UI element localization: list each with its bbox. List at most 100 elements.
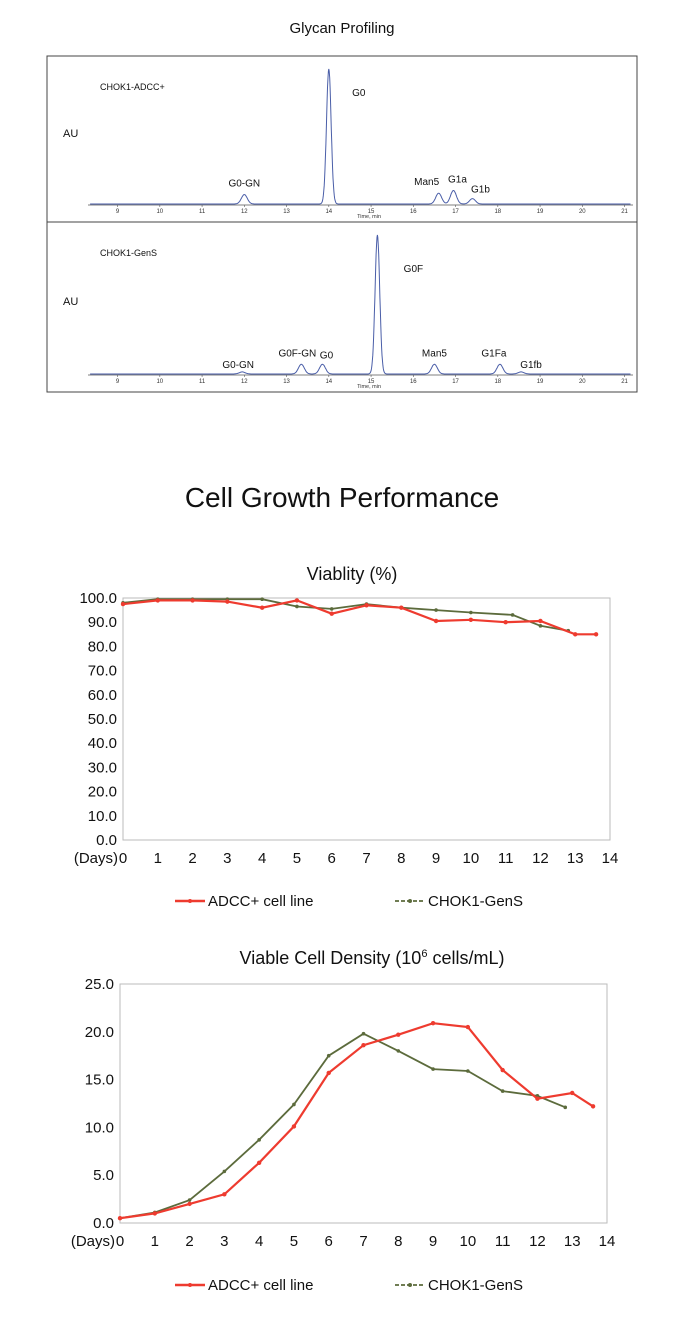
data-point-adcc	[117, 1216, 123, 1221]
time-tick-label: 13	[283, 379, 290, 385]
panel-frame	[46, 55, 638, 223]
peak-label: G1Fa	[481, 348, 506, 359]
chart-title: Viable Cell Density (106 cells/mL)	[240, 948, 505, 968]
x-tick-label: 14	[602, 850, 619, 867]
x-tick-label: 6	[325, 1233, 333, 1250]
data-point-adcc	[120, 601, 126, 607]
time-tick-label: 16	[410, 379, 417, 385]
data-point-adcc	[294, 598, 300, 603]
data-point-genS	[329, 607, 334, 611]
x-tick-label: 5	[290, 1233, 298, 1250]
data-point-adcc	[187, 1201, 192, 1207]
legend-marker	[408, 1283, 412, 1287]
time-tick-label: 10	[156, 209, 163, 215]
data-point-genS	[187, 1198, 192, 1202]
peak-label: Man5	[422, 348, 447, 359]
peak-label: G0-GN	[228, 179, 260, 190]
data-point-genS	[295, 604, 299, 609]
data-point-adcc	[573, 632, 578, 637]
x-tick-label: 0	[119, 850, 127, 867]
data-point-adcc	[364, 603, 369, 608]
time-tick-label: 15	[368, 379, 375, 385]
peak-label: G0-GN	[222, 360, 254, 371]
data-point-genS	[563, 1105, 568, 1110]
x-tick-label: 12	[532, 850, 549, 867]
time-tick-label: 17	[452, 379, 459, 385]
series-line-genS	[119, 1032, 566, 1220]
data-point-genS	[431, 1067, 435, 1071]
glycan-chromatograms: 9 10 11 12 13 14 15 16 17 18 19 20 21 Time, min AU CHOK…	[46, 55, 638, 393]
data-point-adcc	[468, 617, 474, 622]
time-tick-label: 14	[325, 209, 332, 215]
peak-label: Man5	[414, 177, 439, 188]
x-axis-label: (Days)	[74, 850, 118, 867]
legend-marker	[188, 1283, 192, 1287]
viability-chart: Viablity (%) 0.0 10.0 20.0 30.0 40.0 50.0 60.0 7…	[74, 564, 619, 910]
legend-label: ADCC+ cell line	[208, 1277, 313, 1294]
x-tick-label: 12	[529, 1233, 546, 1250]
data-point-genS	[326, 1053, 331, 1058]
time-tick-label: 18	[494, 379, 501, 385]
time-tick-label: 12	[241, 209, 248, 215]
y-tick-label: 80.0	[88, 638, 117, 655]
x-tick-label: 4	[255, 1233, 263, 1250]
y-tick-label: 15.0	[85, 1072, 114, 1089]
x-tick-label: 13	[564, 1233, 581, 1250]
data-point-adcc	[399, 605, 404, 610]
data-point-genS	[434, 608, 438, 612]
peak-label: G0	[320, 350, 334, 361]
data-point-adcc	[152, 1211, 157, 1216]
time-tick-label: 16	[410, 209, 417, 215]
x-tick-label: 7	[362, 850, 370, 867]
legend-label: CHOK1-GenS	[428, 1277, 523, 1294]
data-point-adcc	[430, 1020, 436, 1026]
time-tick-label: 9	[116, 209, 120, 215]
data-point-genS	[292, 1102, 296, 1107]
sample-label: CHOK1-GenS	[100, 248, 157, 258]
y-tick-label: 0.0	[93, 1215, 114, 1232]
x-tick-label: 3	[223, 850, 231, 867]
time-tick-label: 10	[156, 379, 163, 385]
data-point-adcc	[593, 632, 599, 637]
data-point-genS	[222, 1169, 227, 1174]
chart-title: Viablity (%)	[307, 564, 398, 584]
x-tick-label: 1	[154, 850, 162, 867]
x-tick-label: 9	[432, 850, 440, 867]
data-point-adcc	[590, 1104, 596, 1109]
data-point-genS	[361, 1031, 366, 1036]
data-point-adcc	[535, 1096, 540, 1101]
data-point-genS	[466, 1069, 470, 1073]
time-tick-label: 21	[621, 379, 628, 385]
y-tick-label: 90.0	[88, 614, 117, 631]
time-tick-label: 19	[537, 209, 544, 215]
time-tick-label: 14	[325, 379, 332, 385]
x-tick-label: 7	[359, 1233, 367, 1250]
data-point-adcc	[570, 1090, 575, 1096]
peak-label: G0F-GN	[278, 348, 316, 359]
x-tick-label: 2	[185, 1233, 193, 1250]
time-tick-label: 20	[579, 379, 586, 385]
data-point-adcc	[503, 620, 508, 625]
data-point-genS	[538, 624, 543, 628]
x-tick-label: 2	[188, 850, 196, 867]
data-point-genS	[469, 610, 473, 615]
data-point-adcc	[326, 1070, 331, 1076]
x-tick-label: 8	[397, 850, 405, 867]
data-point-adcc	[500, 1067, 505, 1073]
y-tick-label: 20.0	[85, 1024, 114, 1041]
data-point-adcc	[361, 1042, 366, 1048]
au-label: AU	[63, 128, 78, 140]
x-tick-label: 13	[567, 850, 584, 867]
data-point-adcc	[225, 599, 230, 604]
x-tick-label: 10	[463, 850, 480, 867]
x-tick-label: 5	[293, 850, 301, 867]
x-tick-label: 4	[258, 850, 266, 867]
y-tick-label: 25.0	[85, 976, 114, 993]
time-tick-label: 13	[283, 209, 290, 215]
glycan-title: Glycan Profiling	[289, 20, 395, 37]
plot-area	[122, 597, 611, 841]
legend-marker	[408, 899, 412, 903]
data-point-adcc	[155, 598, 160, 603]
peak-label: G1b	[471, 185, 490, 196]
time-axis-label: Time, min	[357, 214, 381, 220]
